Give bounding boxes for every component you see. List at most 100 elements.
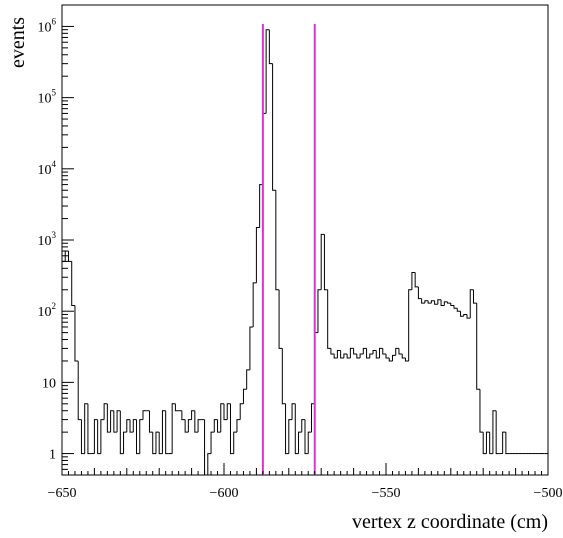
histogram-bin xyxy=(207,453,212,475)
histogram-bin xyxy=(366,348,370,359)
histogram-bin xyxy=(472,289,477,304)
y-axis: 1 10 102 103 104 105 106 xyxy=(38,4,74,476)
histogram-bin xyxy=(210,431,215,454)
histogram-bin xyxy=(97,419,101,455)
histogram-bin xyxy=(437,299,442,305)
histogram-bin xyxy=(113,410,118,433)
histogram-bin xyxy=(307,431,312,454)
histogram-bin xyxy=(119,410,124,455)
histogram-bin xyxy=(191,410,195,420)
histogram-bin xyxy=(408,289,412,361)
histogram-bin xyxy=(152,432,156,455)
histogram-bin xyxy=(87,403,92,455)
histogram-bin xyxy=(382,348,386,355)
histogram-bin xyxy=(414,272,419,288)
histogram-bin xyxy=(220,403,224,433)
y-tick-label: 105 xyxy=(38,88,57,107)
histogram-bin xyxy=(236,419,241,433)
histogram-bin xyxy=(74,305,79,362)
histogram-bin xyxy=(353,348,357,355)
histogram-bin xyxy=(165,410,169,455)
histogram-bin xyxy=(310,403,315,433)
histogram-bin xyxy=(62,260,66,475)
histogram-bin xyxy=(434,300,438,305)
histogram-bin xyxy=(485,431,490,454)
histogram-bin xyxy=(233,431,237,454)
histogram-bin xyxy=(161,410,166,454)
x-tick-label: −550 xyxy=(372,486,401,501)
histogram-bin xyxy=(427,300,432,304)
histogram-bin xyxy=(411,271,416,290)
histogram-bin xyxy=(239,403,244,420)
histogram-bin xyxy=(450,303,455,307)
histogram-bin xyxy=(174,403,179,412)
histogram-bin xyxy=(129,419,134,433)
histogram-bin xyxy=(285,403,289,455)
plot-frame xyxy=(61,4,549,476)
histogram-bin xyxy=(388,358,393,362)
y-tick-label: 102 xyxy=(38,301,57,320)
histogram-bin xyxy=(466,314,471,319)
x-axis-title: vertex z coordinate (cm) xyxy=(352,511,548,533)
histogram-bin xyxy=(272,63,276,191)
histogram-bin xyxy=(158,432,163,455)
histogram-bin xyxy=(136,419,140,455)
histogram-bin xyxy=(255,226,260,283)
x-tick-label: −600 xyxy=(210,486,239,501)
histogram-bin xyxy=(343,353,348,359)
histogram-bin xyxy=(184,419,189,433)
histogram-bin xyxy=(375,350,380,359)
histogram-bin xyxy=(155,431,160,454)
histogram-bin xyxy=(294,403,299,455)
histogram-bin xyxy=(463,313,467,317)
histogram-bin xyxy=(298,431,302,454)
histogram-bin xyxy=(249,326,254,370)
histogram-bin xyxy=(404,358,409,362)
histogram-bin xyxy=(401,354,406,359)
histogram-bin xyxy=(330,348,335,355)
histogram-bin xyxy=(398,348,403,355)
histogram-bin xyxy=(116,410,121,433)
histogram-bin xyxy=(395,347,399,356)
histogram-bin xyxy=(106,403,111,433)
histogram-bin xyxy=(301,419,305,433)
histogram-bin xyxy=(229,403,234,455)
histogram-bin xyxy=(469,289,474,319)
histogram-bin xyxy=(132,419,137,433)
histogram-layer xyxy=(62,29,548,475)
histogram-bin xyxy=(359,353,364,359)
histogram-bin xyxy=(103,403,108,420)
histogram-bin xyxy=(93,419,98,454)
x-tick-label: −650 xyxy=(48,486,77,501)
histogram-bin xyxy=(430,300,435,304)
y-tick-label: 1 xyxy=(49,448,56,463)
histogram-bin xyxy=(356,354,361,359)
histogram-bin xyxy=(142,410,147,420)
histogram-bin xyxy=(278,289,283,349)
histogram-bin xyxy=(317,289,322,333)
y-tick-label: 106 xyxy=(38,16,57,35)
histogram-bin xyxy=(123,431,127,454)
histogram-bin xyxy=(479,389,484,433)
histogram-bin xyxy=(217,419,221,433)
histogram-bin xyxy=(346,354,351,359)
histogram-bin xyxy=(304,419,309,455)
histogram-bin xyxy=(242,388,247,404)
histogram-bin xyxy=(369,353,374,359)
histogram-bin xyxy=(291,403,296,420)
histogram-bin xyxy=(71,261,75,307)
histogram-bin xyxy=(148,410,153,433)
histogram-bin xyxy=(424,300,429,304)
histogram-bin xyxy=(443,301,448,306)
histogram-bin xyxy=(505,432,510,455)
histogram-bin xyxy=(100,419,105,454)
histogram-bin xyxy=(340,350,344,359)
histogram-bin xyxy=(181,410,186,421)
y-tick-label: 10 xyxy=(42,376,56,391)
histogram-bin xyxy=(323,234,328,291)
histogram-bin xyxy=(440,299,445,307)
histogram-bin xyxy=(268,29,273,65)
histogram-bin xyxy=(275,190,280,291)
histogram-bin xyxy=(391,354,396,361)
histogram-bin xyxy=(476,303,480,390)
